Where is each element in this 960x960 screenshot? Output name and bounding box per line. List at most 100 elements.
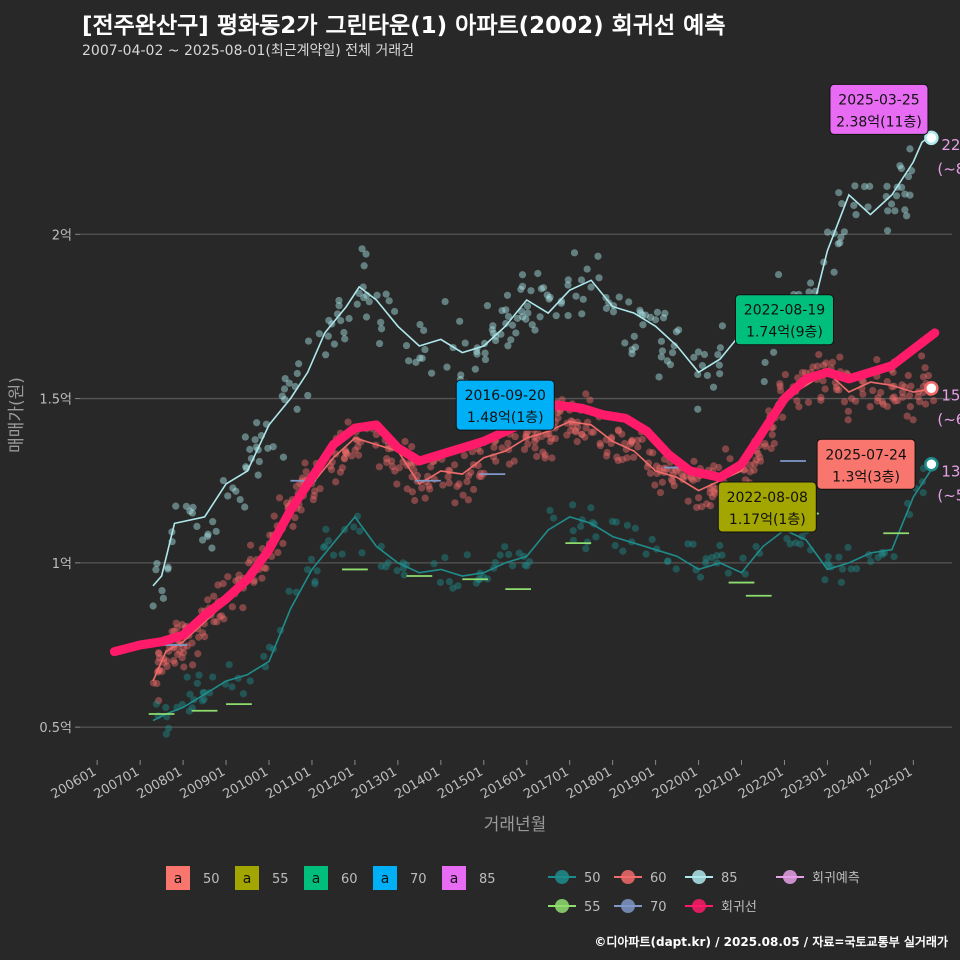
scatter-point <box>430 560 438 568</box>
scatter-point <box>158 587 166 595</box>
scatter-point <box>721 445 730 453</box>
scatter-point <box>809 363 817 371</box>
scatter-point <box>536 313 544 321</box>
scatter-point <box>634 443 642 451</box>
scatter-point <box>718 551 726 559</box>
scatter-point <box>350 523 358 531</box>
scatter-point <box>574 423 582 431</box>
scatter-point <box>208 544 216 552</box>
scatter-point <box>383 454 391 463</box>
scatter-point <box>340 328 348 337</box>
scatter-point <box>293 369 301 378</box>
scatter-point <box>621 339 629 347</box>
scatter-point <box>883 227 892 235</box>
scatter-point <box>185 707 193 715</box>
scatter-point <box>901 190 909 198</box>
legend-line-dot <box>555 870 569 884</box>
scatter-point <box>832 383 841 391</box>
scatter-point <box>193 522 201 531</box>
scatter-point <box>522 429 530 438</box>
scatter-point <box>563 431 571 439</box>
scatter-point <box>564 311 572 320</box>
scatter-point <box>504 312 513 321</box>
scatter-point <box>251 436 259 444</box>
scatter-point <box>603 448 611 457</box>
scatter-point <box>578 310 586 318</box>
scatter-point <box>329 551 338 559</box>
scatter-point <box>702 555 710 563</box>
scatter-point <box>756 453 764 461</box>
scatter-point <box>322 351 330 359</box>
scatter-point <box>851 182 859 190</box>
scatter-point <box>677 469 686 477</box>
callout-price: 2.38억(11층) <box>836 114 922 130</box>
scatter-point <box>874 553 882 562</box>
scatter-point <box>611 541 619 550</box>
scatter-point <box>182 502 191 510</box>
scatter-point <box>518 282 527 290</box>
scatter-point <box>309 496 317 504</box>
scatter-point <box>178 654 186 662</box>
scatter-point <box>173 650 182 659</box>
scatter-point <box>851 397 860 405</box>
scatter-point <box>408 442 416 451</box>
chart-subtitle: 2007-04-02 ~ 2025-08-01(최근계약일) 전체 거래건 <box>82 43 414 59</box>
scatter-point <box>153 679 161 688</box>
scatter-point <box>587 504 595 512</box>
x-tick-label: 200901 <box>178 764 228 802</box>
scatter-point <box>672 565 680 573</box>
scatter-point <box>859 378 868 386</box>
scatter-point <box>152 566 160 574</box>
scatter-point <box>658 347 667 355</box>
scatter-point <box>859 390 867 398</box>
scatter-point <box>220 615 228 623</box>
scatter-point <box>176 647 184 656</box>
scatter-point <box>921 364 929 372</box>
scatter-point <box>418 484 426 492</box>
scatter-point <box>311 580 319 588</box>
scatter-point <box>756 457 765 465</box>
scatter-point <box>626 440 635 448</box>
scatter-point <box>898 381 906 389</box>
scatter-point <box>246 677 254 685</box>
scatter-point <box>883 378 891 386</box>
scatter-point <box>896 162 904 170</box>
scatter-point <box>269 443 277 451</box>
scatter-point <box>630 332 638 340</box>
scatter-point <box>929 396 938 405</box>
x-tick-label: 200601 <box>49 764 99 802</box>
scatter-point <box>322 525 330 533</box>
scatter-point <box>908 167 916 175</box>
scatter-point <box>212 527 220 536</box>
scatter-point <box>690 457 698 465</box>
scatter-point <box>614 456 622 465</box>
scatter-point <box>822 359 830 367</box>
scatter-point <box>253 419 261 427</box>
scatter-point <box>874 394 882 402</box>
scatter-point <box>878 550 886 559</box>
scatter-point <box>569 527 577 535</box>
scatter-point <box>441 297 449 306</box>
scatter-point <box>577 276 586 284</box>
scatter-point <box>219 476 227 485</box>
scatter-point <box>844 543 852 552</box>
scatter-point <box>382 290 390 298</box>
scatter-point <box>456 317 464 325</box>
legend-line-dot <box>621 899 635 913</box>
scatter-point <box>541 451 549 459</box>
chart-title: [전주완산구] 평화동2가 그린타운(1) 아파트(2002) 회귀선 예측 <box>82 13 726 39</box>
scatter-point <box>614 427 623 435</box>
scatter-point <box>412 358 420 366</box>
scatter-point <box>899 393 907 401</box>
callout-box <box>734 294 834 346</box>
scatter-point <box>546 437 554 446</box>
scatter-point <box>520 445 529 454</box>
legend-area-label: 50 <box>203 872 220 887</box>
scatter-point <box>483 302 492 310</box>
scatter-point <box>178 620 186 629</box>
scatter-point <box>332 478 340 486</box>
scatter-point <box>539 448 547 456</box>
scatter-point <box>866 403 874 411</box>
scatter-point <box>656 488 665 497</box>
y-tick-label: 1.5억 <box>39 393 72 408</box>
